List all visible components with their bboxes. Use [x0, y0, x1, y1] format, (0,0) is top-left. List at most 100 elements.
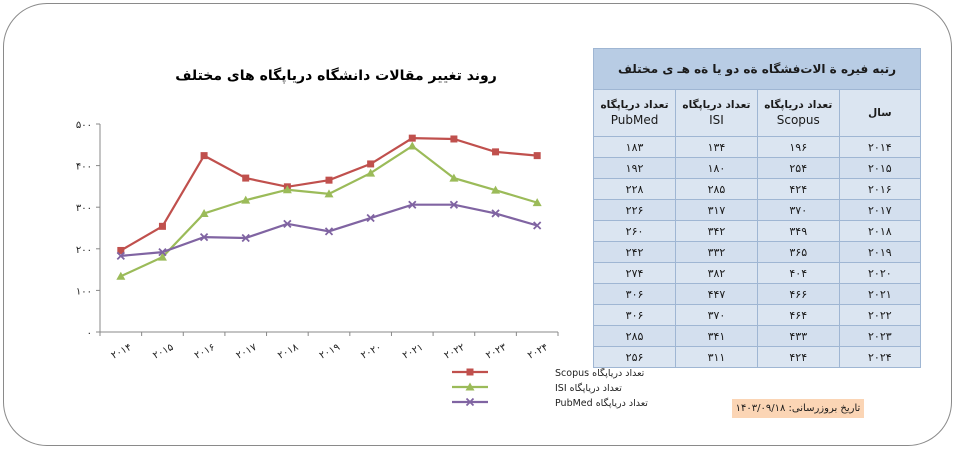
- table-header-scopus: تعداد دریاپگاه Scopus: [756, 89, 840, 137]
- x-tick-label: ۲۰۲۴: [526, 342, 550, 362]
- legend-marker: [465, 397, 475, 407]
- header-sub: PubMed: [610, 113, 659, 127]
- table-cell: ۳۷۰: [756, 199, 840, 221]
- data-point: [157, 252, 167, 261]
- table-cell: ۲۰۲۱: [838, 283, 922, 305]
- table-cell: ۲۰۱۷: [838, 199, 922, 221]
- data-point: [491, 209, 500, 218]
- table-row: ۲۰۲۳ ۴۳۳ ۳۴۱ ۲۸۵: [592, 325, 922, 347]
- data-point: [533, 221, 542, 230]
- x-tick-label: ۲۰۲۲: [443, 342, 467, 362]
- x-tick-label: ۲۰۲۰: [359, 342, 383, 362]
- table-cell: ۳۴۹: [756, 220, 840, 242]
- table-cell: ۱۳۴: [675, 136, 758, 158]
- table-cell: ۱۹۶: [756, 136, 840, 158]
- table-cell: ۲۴۲: [592, 241, 677, 263]
- header-line: تعداد دریاپگاه: [682, 99, 751, 111]
- data-point: [200, 152, 208, 160]
- data-point: [367, 160, 375, 168]
- data-point: [282, 185, 292, 194]
- data-point: [449, 200, 459, 209]
- y-tick-label: ۱۰۰: [76, 286, 92, 297]
- data-point: [325, 176, 333, 184]
- table-row: ۲۰۱۹ ۳۶۵ ۳۳۲ ۲۴۲: [592, 241, 922, 263]
- x-tick-label: ۲۰۲۱: [401, 342, 425, 362]
- table-cell: ۴۲۴: [756, 178, 840, 200]
- table-cell: ۲۰۱۸: [838, 220, 922, 242]
- table-row: ۲۰۲۰ ۴۰۴ ۳۸۲ ۲۷۴: [592, 262, 922, 284]
- table-cell: ۲۷۴: [592, 262, 677, 284]
- table-row: ۲۰۲۱ ۴۶۶ ۴۴۷ ۳۰۶: [592, 283, 922, 305]
- data-point: [116, 251, 125, 261]
- header-sub: Scopus: [776, 113, 820, 127]
- data-point: [158, 222, 166, 230]
- table-row: ۲۰۱۶ ۴۲۴ ۲۸۵ ۲۲۸: [592, 178, 922, 200]
- table-header-pubmed: تعداد دریاپگاه PubMed: [592, 89, 677, 137]
- data-point: [158, 247, 167, 257]
- data-point: [408, 200, 417, 209]
- x-tick-label: ۲۰۱۵: [151, 342, 175, 362]
- table-cell: ۱۸۳: [592, 136, 677, 158]
- data-point: [242, 174, 250, 182]
- data-point: [117, 246, 125, 254]
- data-point: [450, 135, 458, 143]
- data-point: [407, 141, 417, 150]
- table-cell: ۴۶۴: [756, 304, 840, 326]
- table-cell: ۲۰۱۵: [838, 157, 922, 179]
- y-tick-label: ۰: [87, 328, 92, 339]
- table-cell: ۴۶۶: [756, 283, 840, 305]
- x-tick-label: ۲۰۱۷: [234, 342, 259, 362]
- table-cell: ۲۵۶: [592, 346, 677, 368]
- table-row: ۲۰۲۴ ۴۲۴ ۳۱۱ ۲۵۶: [592, 346, 922, 368]
- table-cell: ۱۹۲: [592, 157, 677, 179]
- table-cell: ۳۰۶: [592, 304, 677, 326]
- table-row: ۲۰۱۵ ۲۵۴ ۱۸۰ ۱۹۲: [592, 157, 922, 179]
- table-row: ۲۰۱۸ ۳۴۹ ۳۴۲ ۲۶۰: [592, 220, 922, 242]
- data-point: [408, 134, 416, 142]
- table-cell: ۲۲۶: [592, 199, 677, 221]
- y-tick-label: ۴۰۰: [76, 162, 92, 173]
- table-row: ۲۰۱۴ ۱۹۶ ۱۳۴ ۱۸۳: [592, 136, 922, 158]
- header-line: تعداد دریاپگاه: [764, 99, 833, 111]
- x-tick-label: ۲۰۱۸: [276, 342, 301, 362]
- table-cell: ۳۴۱: [675, 325, 758, 347]
- data-point: [283, 219, 292, 228]
- data-point: [199, 233, 209, 242]
- x-tick-label: ۲۰۱۹: [318, 342, 342, 362]
- data-point: [199, 208, 209, 217]
- table-cell: ۲۰۲۴: [838, 346, 922, 368]
- data-point: [116, 271, 126, 280]
- y-tick-label: ۳۰۰: [76, 203, 92, 214]
- x-tick-label: ۲۰۱۴: [110, 342, 134, 362]
- x-tick-label: ۲۰۱۶: [193, 342, 217, 362]
- data-point: [366, 213, 375, 223]
- table-cell: ۲۰۲۲: [838, 304, 922, 326]
- legend-label: تعداد دریاپگاه Scopus: [555, 367, 645, 379]
- data-point: [241, 233, 250, 243]
- update-date-note: تاریخ بروزرسانی: ۱۴۰۳/۰۹/۱۸: [732, 399, 864, 418]
- table-title: رتبه فیرە ة الات‌فشگاه ةه دو يا‌ ةه هـ ى…: [593, 48, 921, 90]
- y-tick-label: ۵۰۰: [76, 120, 92, 131]
- data-table: رتبه فیرە ة الات‌فشگاه ةه دو يا‌ ةه هـ ى…: [592, 48, 922, 368]
- table-cell: ۳۶۵: [756, 241, 840, 263]
- table-cell: ۴۰۴: [756, 262, 840, 284]
- data-point: [533, 152, 541, 160]
- table-cell: ۳۱۱: [675, 346, 758, 368]
- legend-label: تعداد دریاپگاه ISI: [555, 382, 622, 394]
- data-point: [366, 168, 376, 177]
- table-cell: ۲۰۱۹: [838, 241, 922, 263]
- legend-marker: [465, 382, 475, 391]
- data-point: [241, 195, 251, 204]
- header-line: سال: [868, 106, 892, 119]
- data-point: [324, 189, 334, 198]
- table-header-year: سال: [838, 89, 922, 137]
- table-cell: ۲۰۱۶: [838, 178, 922, 200]
- table-cell: ۳۸۲: [675, 262, 758, 284]
- chart-title: روند تغییر مقالات دانشگاه دریاپگاه های م…: [175, 67, 497, 84]
- y-tick-label: ۲۰۰: [76, 245, 92, 256]
- data-point: [491, 185, 501, 194]
- table-cell: ۲۰۱۴: [838, 136, 922, 158]
- table-cell: ۳۴۲: [675, 220, 758, 242]
- x-tick-label: ۲۰۲۳: [484, 342, 509, 362]
